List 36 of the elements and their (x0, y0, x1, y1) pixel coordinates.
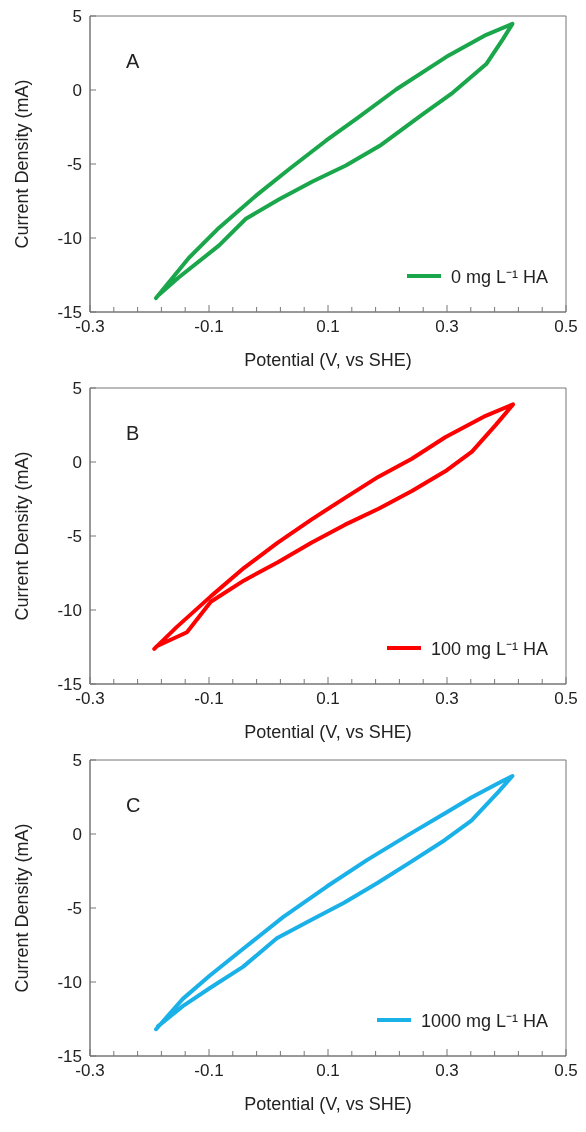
legend-label: 1000 mg L⁻¹ HA (420, 1010, 548, 1032)
y-axis-title: Current Density (mA) (12, 823, 33, 993)
y-tick-label: -5 (66, 527, 82, 547)
x-tick-label: 0.3 (435, 1061, 459, 1081)
annotation: B (126, 422, 140, 445)
legend-label: 0 mg L⁻¹ HA (450, 266, 548, 288)
y-tick-label: 5 (72, 751, 82, 771)
y-axis-title: Current Density (mA) (12, 79, 33, 249)
y-tick-label: -10 (57, 601, 82, 621)
x-axis-title: Potential (V, vs SHE) (244, 350, 412, 370)
x-axis-title: Potential (V, vs SHE) (244, 722, 412, 742)
y-tick-label: 5 (72, 7, 82, 27)
y-tick-label: 5 (72, 379, 82, 399)
x-tick-label: 0.5 (554, 1061, 578, 1081)
annotation: C (126, 794, 141, 817)
x-tick-label: 0.1 (316, 317, 340, 337)
legend-label: 100 mg L⁻¹ HA (430, 638, 548, 660)
x-tick-label: 0.5 (554, 317, 578, 337)
x-tick-label: -0.1 (194, 689, 224, 709)
annotation: A (126, 50, 140, 73)
x-tick-label: 0.3 (435, 689, 459, 709)
y-tick-label: 0 (72, 81, 82, 101)
y-tick-label: 0 (72, 453, 82, 473)
x-tick-label: -0.1 (194, 317, 224, 337)
x-tick-label: 0.1 (316, 689, 340, 709)
x-axis-title: Potential (V, vs SHE) (244, 1094, 412, 1114)
y-tick-label: 0 (72, 825, 82, 845)
x-tick-label: 0.5 (554, 689, 578, 709)
y-tick-label: -10 (57, 229, 82, 249)
y-tick-label: -10 (57, 973, 82, 993)
y-tick-label: -5 (66, 155, 82, 175)
y-axis-title: Current Density (mA) (12, 451, 33, 621)
y-tick-label: -5 (66, 899, 82, 919)
x-tick-label: 0.1 (316, 1061, 340, 1081)
x-tick-label: -0.1 (194, 1061, 224, 1081)
x-tick-label: 0.3 (435, 317, 459, 337)
